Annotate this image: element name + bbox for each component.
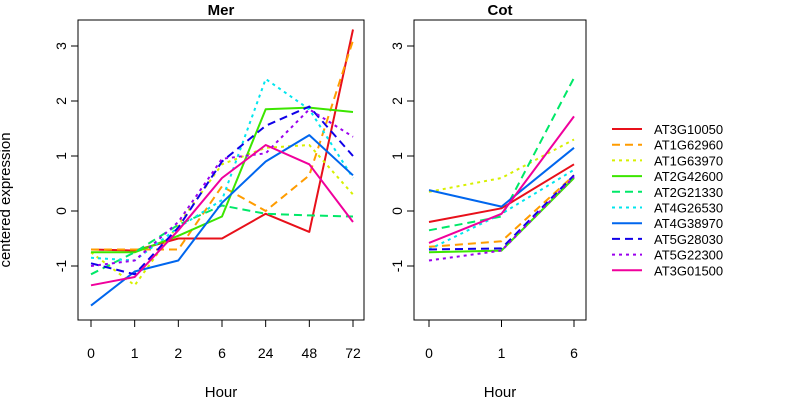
series-line-at5g22300 [428, 176, 575, 262]
y-tick-label: 3 [53, 42, 69, 50]
series-line-at3g01500 [428, 115, 575, 244]
y-tick-label: 1 [53, 152, 69, 160]
y-axis-label: centered expression [0, 132, 14, 267]
x-tick-label: 24 [258, 345, 274, 361]
x-axis-mer: 0 1 2 6 24 48 72 [87, 319, 361, 361]
x-tick-label: 1 [131, 345, 139, 361]
series-lines-cot [428, 77, 575, 262]
x-tick-label: 6 [218, 345, 226, 361]
series-line-at3g01500 [90, 144, 354, 287]
y-tick-label: -1 [389, 260, 405, 273]
legend-label: AT4G38970 [654, 216, 723, 231]
y-tick-label: 3 [389, 42, 405, 50]
series-line-at5g28030 [428, 174, 575, 251]
panel-cot: Cot Hour -1 0 1 2 3 0 1 6 [389, 2, 587, 400]
x-tick-label: 6 [570, 345, 578, 361]
series-line-at4g26530 [428, 168, 575, 251]
series-line-at1g63970 [428, 138, 575, 193]
series-line-at5g22300 [90, 108, 354, 267]
legend-label: AT3G01500 [654, 263, 723, 278]
y-axis-mer: -1 0 1 2 3 [53, 42, 79, 273]
legend-label: AT3G10050 [654, 122, 723, 137]
x-tick-label: 48 [302, 345, 318, 361]
x-tick-label: 72 [345, 345, 361, 361]
x-axis-label-mer: Hour [205, 384, 238, 400]
x-tick-label: 0 [425, 345, 433, 361]
legend: AT3G10050AT1G62960AT1G63970AT2G42600AT2G… [612, 122, 723, 278]
chart-title-mer: Mer [208, 2, 235, 19]
series-line-at3g10050 [428, 163, 575, 223]
series-line-at1g62960 [428, 174, 575, 248]
legend-label: AT1G62960 [654, 138, 723, 153]
y-tick-label: 1 [389, 152, 405, 160]
y-axis-cot: -1 0 1 2 3 [389, 42, 415, 273]
series-line-at2g42600 [91, 106, 354, 254]
legend-label: AT5G28030 [654, 232, 723, 247]
x-tick-label: 0 [87, 345, 95, 361]
y-tick-label: -1 [53, 260, 69, 273]
legend-label: AT4G26530 [654, 201, 723, 216]
x-tick-label: 2 [174, 345, 182, 361]
chart-title-cot: Cot [488, 2, 513, 19]
legend-label: AT5G22300 [654, 248, 723, 263]
x-axis-label-cot: Hour [484, 384, 517, 400]
series-line-at2g21330 [90, 204, 354, 276]
series-line-at5g28030 [90, 105, 354, 276]
series-line-at1g62960 [91, 40, 354, 251]
series-line-at3g10050 [90, 29, 354, 252]
plot-frame-cot [413, 19, 587, 321]
legend-label: AT1G63970 [654, 153, 723, 168]
y-tick-label: 2 [389, 97, 405, 105]
legend-label: AT2G21330 [654, 185, 723, 200]
y-tick-label: 0 [53, 207, 69, 215]
x-axis-cot: 0 1 6 [425, 319, 578, 361]
y-tick-label: 0 [389, 207, 405, 215]
series-line-at1g63970 [90, 144, 354, 287]
legend-label: AT2G42600 [654, 169, 723, 184]
panel-mer: Mer Hour -1 0 1 2 3 0 1 2 6 24 48 72 [53, 2, 365, 400]
series-line-at4g38970 [90, 134, 354, 307]
series-line-at4g38970 [428, 147, 575, 208]
y-tick-label: 2 [53, 97, 69, 105]
x-tick-label: 1 [498, 345, 506, 361]
series-lines-mer [90, 29, 354, 307]
